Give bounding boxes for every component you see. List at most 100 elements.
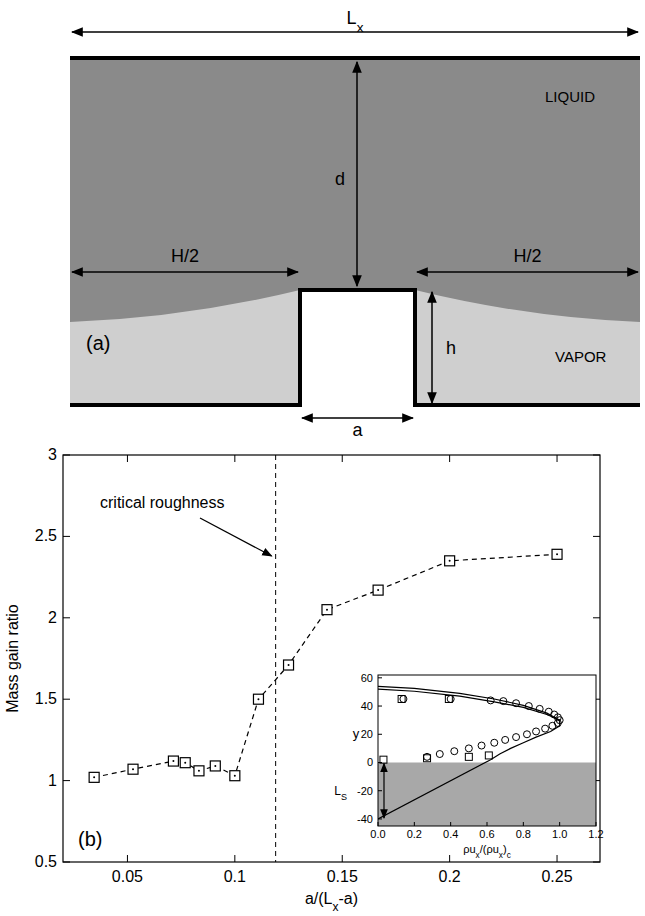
width-arrow	[72, 31, 638, 33]
height-label: h	[446, 338, 456, 358]
y-axis-title: y	[353, 726, 360, 741]
point	[513, 734, 520, 741]
marker	[128, 764, 138, 774]
x-tick	[414, 822, 415, 826]
post-width-arrow	[302, 417, 413, 419]
marker-dot	[449, 560, 451, 562]
x-axis-title: ρux/(ρux)c	[463, 843, 511, 860]
x-tick-label: 0.6	[479, 828, 494, 840]
x-tick-label: 0.4	[443, 828, 458, 840]
y-tick	[63, 780, 70, 781]
label-part: x	[357, 20, 364, 35]
half-gap-label: H/2	[513, 246, 541, 266]
x-tick	[487, 822, 488, 826]
marker-dot	[234, 775, 236, 777]
figure: LxdH/2H/2haLIQUIDVAPOR(a)0.511.522.530.0…	[0, 0, 645, 916]
point	[210, 761, 220, 771]
marker-dot	[132, 768, 134, 770]
y-tick	[378, 734, 382, 735]
point	[322, 605, 332, 615]
point	[445, 695, 452, 702]
wall	[378, 762, 596, 826]
y-tick-label: 0.5	[35, 853, 57, 870]
liquid-region	[70, 60, 640, 322]
panel-label: (a)	[86, 332, 110, 354]
point	[502, 736, 509, 743]
inset-frame	[378, 675, 596, 826]
y-tick	[378, 677, 382, 678]
marker	[194, 766, 204, 776]
point	[194, 766, 204, 776]
y-tick-label: 20	[361, 728, 373, 740]
point	[478, 742, 485, 749]
y-tick	[378, 790, 382, 791]
liquid-label: LIQUID	[545, 88, 595, 105]
label-part: L	[347, 8, 357, 28]
x-tick-label: 0.2	[407, 828, 422, 840]
x-tick	[127, 855, 128, 862]
y-tick	[378, 818, 382, 819]
y-tick-label: -20	[357, 785, 373, 797]
point	[400, 695, 407, 702]
point	[447, 695, 454, 702]
inset-data	[378, 686, 596, 826]
label-part: S	[341, 792, 347, 802]
profile-line	[378, 686, 560, 720]
x-tick-label: 0.0	[370, 828, 385, 840]
x-tick-label: 1.0	[552, 828, 567, 840]
marker	[322, 605, 332, 615]
plot-frame	[63, 455, 600, 862]
width-label: Lx	[347, 8, 364, 35]
y-tick-label: 3	[48, 446, 57, 463]
y-tick-label: 2.5	[35, 527, 57, 544]
half-gap-label: H/2	[171, 246, 199, 266]
point	[284, 660, 294, 670]
marker	[552, 549, 562, 559]
marker-dot	[556, 553, 558, 555]
x-tick-label: 0.05	[112, 868, 143, 885]
slip-length-label: LS	[334, 784, 347, 802]
x-tick	[342, 455, 343, 462]
marker	[284, 660, 294, 670]
y-tick-label: 1	[48, 772, 57, 789]
x-tick-label: 0.15	[327, 868, 358, 885]
point	[523, 731, 530, 738]
label-part: -a)	[339, 890, 359, 907]
y-tick-label: 0	[367, 756, 373, 768]
post-width-label: a	[352, 420, 363, 440]
y-tick	[63, 617, 70, 618]
marker	[230, 771, 240, 781]
annotation: critical roughness	[100, 494, 225, 511]
y-tick-label: -40	[357, 813, 373, 825]
x-tick	[449, 455, 450, 462]
profile-line	[378, 760, 491, 819]
vapor-label: VAPOR	[555, 348, 607, 365]
y-tick	[378, 762, 382, 763]
marker-dot	[214, 765, 216, 767]
marker-dot	[257, 698, 259, 700]
x-tick	[127, 455, 128, 462]
point	[89, 772, 99, 782]
y-tick-label: 60	[361, 672, 373, 684]
x-axis-title: a/(Lx-a)	[305, 890, 358, 914]
half-gap-arrow-right	[417, 271, 638, 273]
critical-line	[275, 455, 276, 862]
profile-line	[378, 689, 560, 760]
point	[465, 753, 472, 760]
marker	[373, 585, 383, 595]
point	[398, 695, 405, 702]
point	[373, 585, 383, 595]
x-tick-label: 0.1	[224, 868, 246, 885]
y-axis-title: Mass gain ratio	[4, 604, 21, 713]
x-tick	[557, 455, 558, 462]
x-tick-label: 0.25	[541, 868, 572, 885]
vapor-region	[70, 60, 640, 405]
inset-background	[378, 675, 596, 826]
y-tick	[63, 699, 70, 700]
point	[451, 748, 458, 755]
point	[491, 739, 498, 746]
x-tick	[523, 822, 524, 826]
point	[128, 764, 138, 774]
plot-background	[63, 455, 600, 862]
marker	[253, 694, 263, 704]
